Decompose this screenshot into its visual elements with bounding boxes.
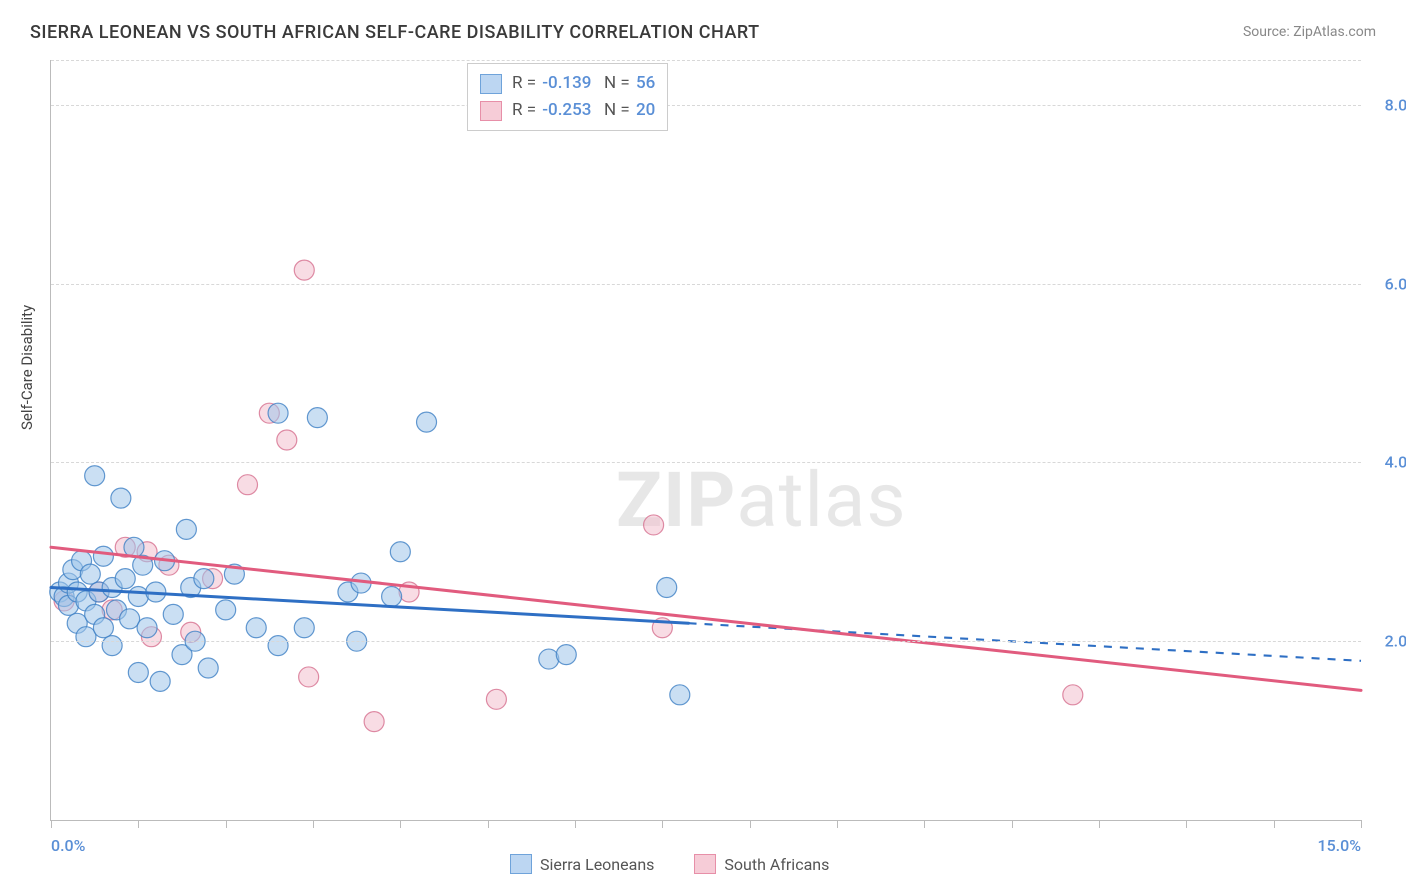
series-legend-item: South Africans <box>694 854 829 874</box>
x-tick <box>313 820 314 828</box>
gridline <box>51 641 1361 642</box>
x-tick <box>575 820 576 828</box>
gridline <box>51 284 1361 285</box>
legend-row: R = -0.139 N = 56 <box>480 70 655 97</box>
legend-swatch <box>510 854 532 874</box>
scatter-plot-svg <box>51 60 1361 820</box>
x-tick <box>138 820 139 828</box>
series-legend: Sierra Leoneans South Africans <box>510 854 829 874</box>
x-tick <box>924 820 925 828</box>
x-tick <box>400 820 401 828</box>
source-label: Source: ZipAtlas.com <box>1243 24 1376 40</box>
gridline <box>51 60 1361 61</box>
legend-stats-text: R = -0.253 N = 20 <box>512 97 655 124</box>
legend-row: R = -0.253 N = 20 <box>480 97 655 124</box>
x-tick <box>750 820 751 828</box>
y-tick-label: 4.0% <box>1385 453 1406 472</box>
legend-swatch <box>694 854 716 874</box>
y-axis-label: Self-Care Disability <box>18 305 36 430</box>
gridline <box>51 462 1361 463</box>
chart-area: ZIPatlas 2.0%4.0%6.0%8.0%0.0%15.0% <box>50 60 1361 821</box>
x-tick <box>662 820 663 828</box>
y-tick-label: 6.0% <box>1385 274 1406 293</box>
x-tick <box>1012 820 1013 828</box>
series-name: South Africans <box>724 855 829 874</box>
chart-title: SIERRA LEONEAN VS SOUTH AFRICAN SELF-CAR… <box>30 22 760 43</box>
legend-swatch <box>480 74 502 94</box>
series-legend-item: Sierra Leoneans <box>510 854 654 874</box>
gridline <box>51 105 1361 106</box>
legend-stats-text: R = -0.139 N = 56 <box>512 70 655 97</box>
x-tick <box>1099 820 1100 828</box>
x-tick <box>1274 820 1275 828</box>
x-tick <box>1186 820 1187 828</box>
legend-swatch <box>480 101 502 121</box>
x-tick <box>51 820 52 828</box>
x-tick-label: 0.0% <box>51 836 85 855</box>
x-tick <box>1361 820 1362 828</box>
y-tick-label: 8.0% <box>1385 95 1406 114</box>
x-tick <box>837 820 838 828</box>
x-tick <box>226 820 227 828</box>
x-tick <box>488 820 489 828</box>
stats-legend: R = -0.139 N = 56R = -0.253 N = 20 <box>467 63 668 131</box>
x-tick-label: 15.0% <box>1317 836 1361 855</box>
y-tick-label: 2.0% <box>1385 632 1406 651</box>
series-name: Sierra Leoneans <box>540 855 654 874</box>
